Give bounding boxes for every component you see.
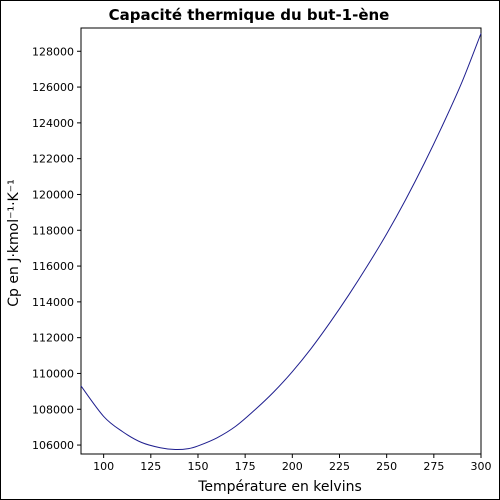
y-tick-label: 114000 (32, 296, 74, 309)
y-axis: 106000 108000 110000 112000 114000 116000 1180… (32, 45, 81, 452)
series-line (80, 33, 482, 451)
y-tick-label: 110000 (32, 367, 74, 380)
series-layer (80, 33, 482, 451)
x-tick-label: 100 (93, 460, 114, 473)
y-tick-label: 116000 (32, 260, 74, 273)
chart-title: Capacité thermique du but-1-ène (109, 6, 390, 24)
y-tick-label: 128000 (32, 45, 74, 58)
y-axis-label: Cp en J·kmol⁻¹·K⁻¹ (6, 179, 22, 306)
y-tick-label: 124000 (32, 117, 74, 130)
x-tick-label: 175 (235, 460, 256, 473)
x-tick-label: 125 (140, 460, 161, 473)
x-tick-label: 150 (187, 460, 208, 473)
y-tick-label: 122000 (32, 153, 74, 166)
x-tick-label: 300 (471, 460, 492, 473)
y-tick-label: 126000 (32, 81, 74, 94)
plot-area (80, 27, 482, 455)
x-tick-label: 225 (329, 460, 350, 473)
y-tick-label: 112000 (32, 332, 74, 345)
x-tick-label: 275 (423, 460, 444, 473)
y-tick-label: 118000 (32, 224, 74, 237)
y-tick-label: 120000 (32, 188, 74, 201)
y-tick-label: 108000 (32, 403, 74, 416)
x-tick-label: 250 (376, 460, 397, 473)
y-tick-label: 106000 (32, 439, 74, 452)
x-tick-label: 200 (282, 460, 303, 473)
x-axis-label: Température en kelvins (197, 479, 362, 495)
x-axis: 100 125 150 175 200 225 250 275 300 (93, 454, 492, 473)
